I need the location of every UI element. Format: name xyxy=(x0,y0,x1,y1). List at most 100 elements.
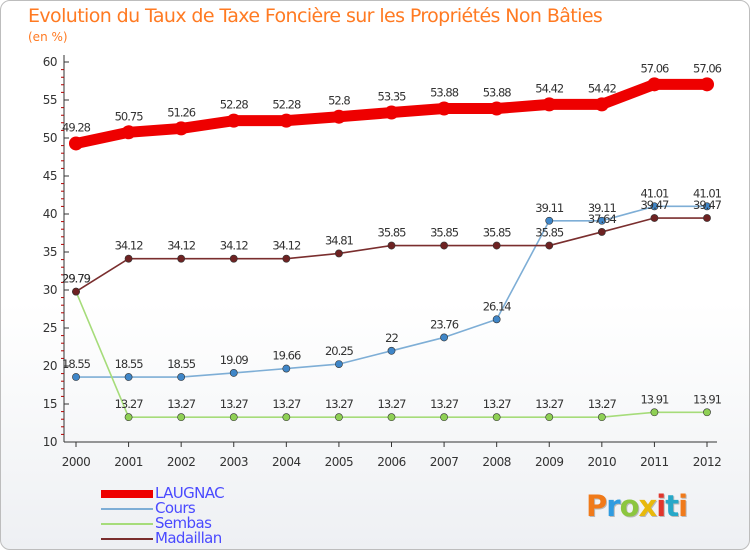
data-label-madaillan: 34.81 xyxy=(325,233,354,247)
legend-label-laugnac: LAUGNAC xyxy=(155,484,225,502)
data-label-laugnac: 54.42 xyxy=(535,81,564,95)
data-label-cours: 26.14 xyxy=(483,299,512,313)
legend-swatch-laugnac xyxy=(101,490,153,498)
data-label-laugnac: 52.28 xyxy=(220,98,249,112)
data-label-laugnac: 53.35 xyxy=(378,90,407,104)
data-labels: 49.28 50.75 51.26 52.28 52.28 52.8 53.35 53.88 5… xyxy=(62,61,723,411)
series-lines xyxy=(69,77,714,422)
legend-label-madaillan: Madaillan xyxy=(155,529,222,547)
point-madaillan xyxy=(597,228,606,236)
y-tick-label: 20 xyxy=(43,359,57,373)
data-label-sembas: 13.91 xyxy=(693,392,722,406)
data-label-cours: 41.01 xyxy=(640,186,669,200)
data-label-cours: 41.01 xyxy=(693,186,722,200)
point-laugnac xyxy=(384,105,399,120)
data-label-laugnac: 53.88 xyxy=(483,86,512,100)
data-label-sembas: 13.91 xyxy=(640,392,669,406)
point-sembas xyxy=(387,413,396,422)
logo-letter: r xyxy=(606,489,620,523)
data-label-laugnac: 50.75 xyxy=(115,109,144,123)
point-cours xyxy=(335,360,343,368)
y-tick-label: 15 xyxy=(43,397,57,411)
legend-label-cours: Cours xyxy=(155,499,196,517)
data-label-laugnac: 49.28 xyxy=(62,120,91,134)
data-label-sembas: 13.27 xyxy=(430,397,459,411)
legend-swatch-cours xyxy=(101,508,153,510)
y-tick-label: 40 xyxy=(43,207,57,221)
point-sembas xyxy=(703,408,711,417)
data-label-madaillan: 37.64 xyxy=(588,212,617,226)
x-tick-label: 2004 xyxy=(272,455,301,469)
point-cours xyxy=(492,315,501,324)
point-cours xyxy=(387,346,396,355)
point-cours xyxy=(177,373,186,381)
x-tick-label: 2006 xyxy=(377,455,406,469)
y-tick-label: 35 xyxy=(43,245,57,259)
data-label-madaillan: 34.12 xyxy=(167,239,196,253)
x-tick-label: 2010 xyxy=(588,455,617,469)
data-label-laugnac: 53.88 xyxy=(430,86,459,100)
y-tick-label: 25 xyxy=(43,321,57,335)
x-tick-label: 2003 xyxy=(219,455,248,469)
point-cours xyxy=(72,373,80,381)
data-label-cours: 19.09 xyxy=(220,353,249,367)
data-label-madaillan: 39.47 xyxy=(640,198,669,212)
point-laugnac xyxy=(226,113,241,128)
point-sembas xyxy=(335,413,343,422)
chart-title: Evolution du Taux de Taxe Foncière sur l… xyxy=(28,5,603,27)
point-madaillan xyxy=(650,214,659,222)
point-cours xyxy=(597,216,606,225)
data-label-madaillan: 35.85 xyxy=(430,226,459,240)
y-tick-label: 50 xyxy=(43,131,57,145)
data-label-laugnac: 57.06 xyxy=(693,61,722,75)
data-label-madaillan: 39.47 xyxy=(693,198,722,212)
data-label-cours: 20.25 xyxy=(325,344,354,358)
logo-letter: x xyxy=(638,489,658,523)
data-label-madaillan: 34.12 xyxy=(220,239,249,253)
x-tick-label: 2002 xyxy=(167,455,196,469)
data-label-cours: 39.11 xyxy=(588,201,617,215)
logo-letter: P xyxy=(586,489,607,523)
y-tick-label: 30 xyxy=(43,283,57,297)
data-label-sembas: 13.27 xyxy=(167,397,196,411)
x-tick-label: 2009 xyxy=(535,455,564,469)
point-sembas xyxy=(124,413,133,422)
proxiti-logo: Proxiti xyxy=(586,489,688,523)
data-label-laugnac: 54.42 xyxy=(588,81,617,95)
data-label-madaillan: 35.85 xyxy=(483,226,512,240)
data-label-laugnac: 52.8 xyxy=(328,94,350,108)
logo-letter: i xyxy=(678,489,688,523)
point-laugnac xyxy=(331,109,346,124)
point-laugnac xyxy=(437,101,452,116)
data-label-cours: 39.11 xyxy=(535,201,564,215)
data-label-sembas: 13.27 xyxy=(483,397,512,411)
point-sembas xyxy=(282,413,291,422)
point-cours xyxy=(440,333,448,342)
axes: 10 15 20 25 30 35 40 45 50 55 60 2000 2001 2002 2003 20… xyxy=(43,55,722,469)
point-sembas xyxy=(440,413,448,422)
data-label-laugnac: 51.26 xyxy=(167,105,196,119)
x-tick-label: 2005 xyxy=(325,455,354,469)
data-label-sembas: 13.27 xyxy=(272,397,301,411)
y-tick-label: 55 xyxy=(43,93,57,107)
logo-letter: t xyxy=(665,489,679,523)
logo-letter: o xyxy=(619,489,640,523)
point-madaillan xyxy=(335,249,343,258)
data-label-sembas: 29.79 xyxy=(62,272,91,286)
point-laugnac xyxy=(279,113,294,128)
point-madaillan xyxy=(282,254,291,263)
data-label-sembas: 13.27 xyxy=(325,397,354,411)
x-tick-label: 2012 xyxy=(693,455,722,469)
point-madaillan xyxy=(124,254,133,263)
data-label-sembas: 13.27 xyxy=(115,397,144,411)
point-sembas xyxy=(492,413,501,422)
legend-swatch-madaillan xyxy=(101,538,153,540)
y-tick-label: 10 xyxy=(43,435,57,449)
x-tick-label: 2007 xyxy=(430,455,459,469)
x-tick-label: 2011 xyxy=(640,455,669,469)
point-laugnac xyxy=(174,121,189,136)
point-cours xyxy=(282,364,291,373)
y-tick-label: 60 xyxy=(43,55,57,69)
